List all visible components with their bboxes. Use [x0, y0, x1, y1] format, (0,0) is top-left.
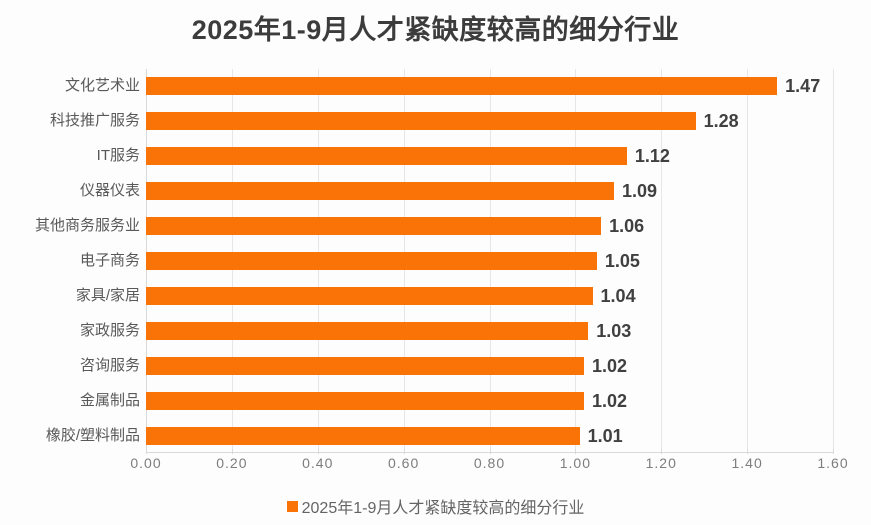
x-axis-tick-label: 1.60 — [817, 455, 849, 471]
y-axis-category-labels: 文化艺术业科技推广服务 IT服务仪器仪表其他商务服务业电子商务家具/家居家政服务咨… — [0, 69, 140, 453]
bar-value-label: 1.03 — [596, 320, 632, 341]
bar-row: 1.02 — [146, 355, 833, 376]
x-axis-tick-mark — [146, 449, 147, 454]
x-axis-tick-mark — [489, 449, 491, 454]
y-axis-label: IT服务 — [96, 147, 140, 165]
x-axis-tick-mark — [661, 449, 663, 454]
bar-row: 1.06 — [146, 216, 833, 237]
bar-value-label: 1.05 — [604, 251, 640, 271]
legend-label: 2025年1-9月人才紧缺度较高的细分行业 — [301, 500, 585, 517]
x-axis-tick-label: 1.20 — [645, 455, 677, 471]
x-axis-tick-label: 1.00 — [559, 455, 591, 471]
bar-value-label: 1.04 — [600, 285, 636, 306]
bar[interactable] — [146, 391, 584, 410]
bar-row: 1.03 — [146, 320, 833, 341]
bar-row: 1.09 — [146, 181, 833, 202]
chart-legend: 2025年1-9月人才紧缺度较高的细分行业 — [0, 494, 871, 518]
gridline — [747, 69, 749, 453]
bar-row: 1.01 — [146, 425, 833, 446]
bar-row: 1.47 — [146, 76, 833, 97]
bar[interactable] — [146, 286, 593, 305]
x-axis-tick-mark — [403, 449, 405, 454]
bar-row: 1.28 — [146, 111, 833, 132]
bar[interactable] — [146, 147, 627, 166]
x-axis-tick-label: 0.00 — [130, 455, 162, 471]
x-axis-tick-label: 0.20 — [216, 455, 248, 471]
x-axis-tick-labels: 0.00 0.20 0.40 0.60 0.80 1.00 1.20 1.40 1.60 — [0, 449, 871, 479]
bar[interactable] — [146, 356, 584, 375]
y-axis-label: 家具/家居 — [75, 286, 140, 304]
y-axis-label: 其他商务服务业 — [34, 217, 140, 235]
legend-swatch-icon — [286, 500, 298, 512]
x-axis-tick-mark — [833, 449, 834, 454]
bar-value-label: 1.12 — [634, 146, 670, 167]
y-axis-label: 科技推广服务 — [49, 112, 140, 130]
bar-row: 1.04 — [146, 285, 833, 306]
gridline — [661, 69, 663, 453]
y-axis-label: 仪器仪表 — [79, 182, 140, 200]
x-axis-tick-mark — [231, 449, 233, 454]
bar[interactable] — [146, 217, 602, 236]
x-axis-tick-label: 0.60 — [388, 455, 420, 471]
bar[interactable] — [146, 77, 778, 96]
bar-value-label: 1.47 — [785, 76, 821, 97]
bar-value-label: 1.02 — [591, 390, 627, 411]
bar-value-label: 1.01 — [587, 425, 623, 446]
bar-value-label: 1.28 — [703, 111, 739, 132]
bar-row: 1.12 — [146, 146, 833, 167]
y-axis-label: 橡胶/塑料制品 — [45, 426, 140, 444]
bar-value-label: 1.02 — [591, 355, 627, 376]
y-axis-label: 家政服务 — [79, 321, 140, 339]
y-axis-label: 文化艺术业 — [64, 77, 140, 95]
bar-value-label: 1.06 — [609, 216, 645, 237]
x-axis-tick-mark — [317, 449, 319, 454]
plot-area: 1.47 1.28 1.12 1.09 1.06 1.05 1.04 1.03 1.02 1.02… — [146, 69, 834, 453]
x-axis-tick-label: 1.40 — [731, 455, 763, 471]
chart-title: 2025年1-9月人才紧缺度较高的细分行业 — [191, 15, 680, 45]
x-axis-tick-mark — [575, 449, 577, 454]
y-axis-label: 电子商务 — [79, 252, 140, 269]
gridline — [833, 69, 834, 453]
bar-value-label: 1.09 — [622, 181, 658, 202]
x-axis-tick-mark — [747, 449, 749, 454]
y-axis-label: 金属制品 — [79, 391, 140, 409]
bar-row: 1.05 — [146, 251, 833, 271]
y-axis-label: 咨询服务 — [79, 356, 140, 374]
bar[interactable] — [146, 321, 589, 340]
bar[interactable] — [146, 252, 597, 270]
bar[interactable] — [146, 426, 580, 445]
bar-row: 1.02 — [146, 390, 833, 411]
x-axis-tick-label: 0.80 — [473, 455, 506, 471]
x-axis-tick-label: 0.40 — [302, 455, 334, 471]
bar[interactable] — [146, 112, 696, 131]
bar[interactable] — [146, 182, 615, 201]
